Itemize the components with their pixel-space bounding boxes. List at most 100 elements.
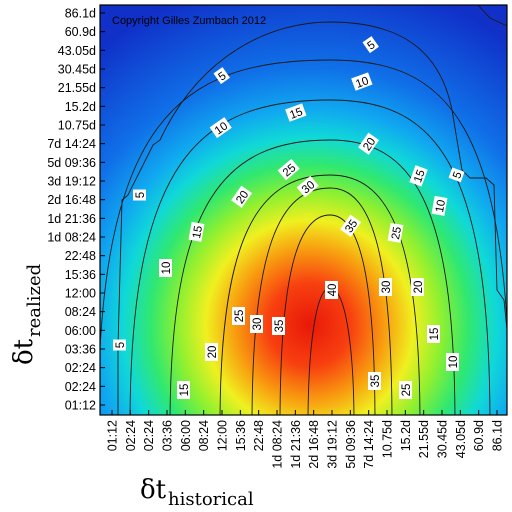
contour-label-box [209,117,232,139]
x-tick-label: 30.45d [436,420,450,458]
contour-label-box [446,353,459,371]
contour-label-text: 35 [370,375,382,388]
y-axis-ticks: 86.1d 60.9d 43.05d 30.45d 21.55d 15.2d 10.75d 7… [47,7,105,413]
contour-label-box [351,72,373,91]
contour-label-text: 10 [354,75,370,91]
contour-label: 30 [250,315,264,333]
contour-label-box [213,67,230,85]
contour-label-box [285,103,307,122]
x-tick-label: 02:24 [142,420,156,451]
contour-label: 5 [113,339,127,351]
x-tick-label: 08:24 [197,420,211,451]
y-tick-label: 7d 14:24 [47,137,96,151]
x-tick-label: 10.75d [381,420,395,458]
contour-label: 25 [232,307,246,325]
contour-label-text: 10 [448,356,460,369]
contour-label-text: 40 [327,284,339,297]
x-tick-label: 21.55d [417,420,431,458]
x-tick-label: 15:36 [234,420,248,451]
y-tick-label: 60.9d [65,25,96,39]
y-tick-label: 10.75d [58,119,96,133]
y-tick-label: 12:00 [65,287,96,301]
y-tick-label: 03:36 [65,343,96,357]
y-tick-label: 1d 08:24 [47,231,96,245]
contour-label-box [362,36,379,54]
contour-label-box [159,259,172,277]
contour-label-box [427,325,440,343]
copyright-annotation: Copyright Gilles Zumbach 2012 [112,15,266,27]
x-axis-subscript: historical [168,489,254,510]
contour-label-text: 30 [252,318,264,331]
y-axis-subscript: realized [24,264,45,337]
y-tick-label: 1d 21:36 [47,212,96,226]
contour-label-box [231,185,253,208]
contour-label: 25 [399,381,413,399]
y-tick-label: 21.55d [58,81,96,95]
contour-line [477,5,507,27]
contour-label-box [277,158,300,181]
contour-label-text: 30 [381,281,393,294]
x-axis-symbol: δt [140,475,167,505]
y-tick-label: 30.45d [58,63,96,77]
contour-label-text: 5 [135,192,147,198]
contour-label-box [399,381,412,399]
contour-label: 30 [379,278,393,296]
contour-label-text: 25 [234,310,246,323]
contour-label-box [272,317,285,335]
contour-label: 20 [411,278,425,296]
contour-label-box [411,278,424,296]
contour-line [219,174,421,415]
x-tick-label: 1d 08:24 [271,420,285,469]
x-tick-label: 22:48 [252,420,266,451]
contour-line [169,139,456,415]
contour-label-text: 25 [401,384,413,397]
contour-label-box [296,175,319,198]
y-tick-label: 02:24 [65,361,96,375]
contour-label-box [431,195,448,216]
contour-label-box [232,307,245,325]
contour-label: 15 [427,325,441,343]
contour-label: 35 [272,317,286,335]
contour-label-box [250,315,263,333]
y-tick-label: 01:12 [65,399,96,413]
x-tick-label: 86.1d [491,420,505,451]
contour-label: 35 [368,372,382,390]
contour-label-box [188,221,205,242]
x-tick-label: 01:12 [106,420,120,451]
y-tick-label: 2d 16:48 [47,193,96,207]
contour-label: 15 [285,103,307,122]
contour-label: 10 [446,353,460,371]
contour-label-text: 15 [179,384,191,397]
contour-label-box [409,165,428,187]
contour-label: 5 [213,67,230,85]
contour-label: 15 [409,165,428,187]
x-tick-label: 2d 16:48 [307,420,321,469]
contour-line [279,214,376,415]
contour-line [117,21,507,415]
contour-label-text: 15 [191,225,205,240]
x-tick-label: 60.9d [472,420,486,451]
plot-frame [99,4,508,416]
contour-label-box [358,132,380,155]
contour-label-text: 15 [412,168,428,184]
y-tick-label: 5d 09:36 [47,156,96,170]
contour-label-box [340,214,362,237]
x-tick-label: 12:00 [216,420,230,451]
contour-label-box [113,339,126,351]
y-tick-label: 02:24 [65,380,96,394]
contour-label: 15 [188,221,205,242]
contour-label-text: 20 [413,281,425,294]
contour-label-box [448,167,465,183]
x-tick-label: 7d 14:24 [362,420,376,469]
y-tick-label: 15.2d [65,100,96,114]
x-tick-label: 02:24 [124,420,138,451]
contour-label-text: 15 [288,106,304,122]
contour-label-text: 5 [115,342,127,348]
y-axis-label: δt realized [9,264,45,365]
x-axis-label: δt historical [140,475,254,510]
x-tick-label: 3d 19:12 [326,420,340,469]
contour-label-box [368,372,381,390]
contour-label: 20 [205,343,219,361]
